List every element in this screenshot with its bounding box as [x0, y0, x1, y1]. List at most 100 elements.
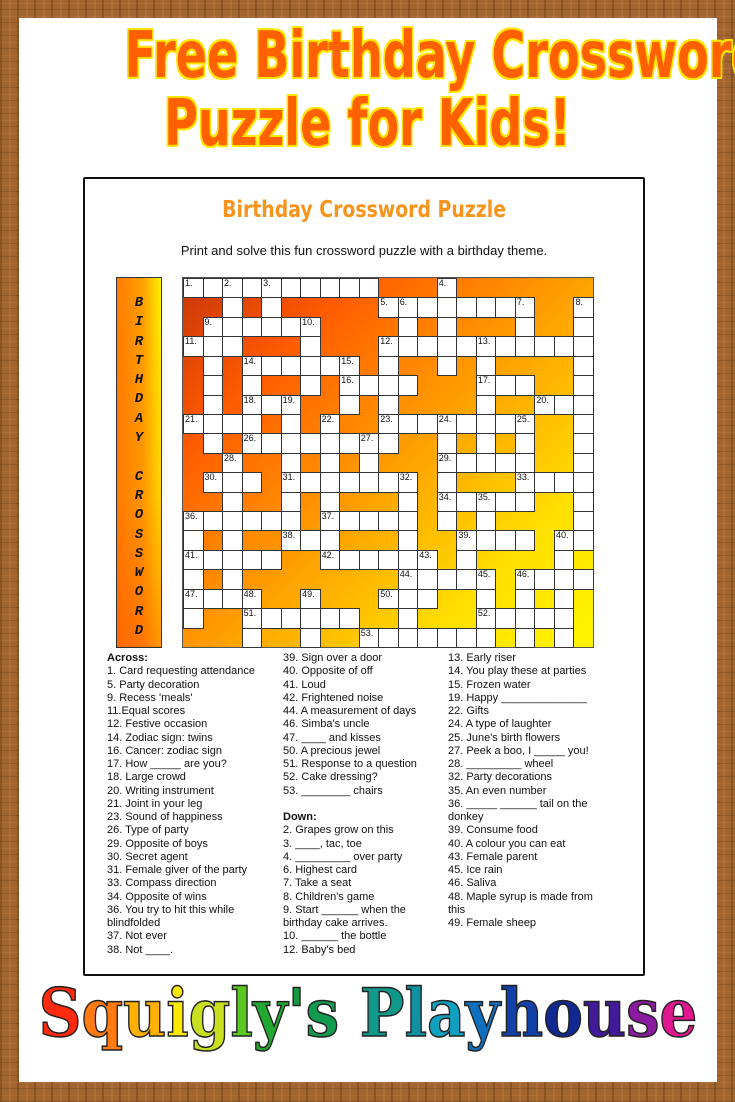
grid-cell[interactable] — [553, 627, 575, 648]
grid-cell[interactable] — [280, 452, 302, 474]
grid-cell[interactable] — [514, 375, 536, 396]
grid-cell[interactable] — [573, 433, 594, 454]
grid-cell[interactable] — [222, 491, 243, 513]
grid-cell[interactable] — [339, 433, 360, 454]
grid-cell[interactable] — [241, 511, 263, 532]
grid-cell[interactable]: 26. — [241, 433, 263, 454]
grid-cell[interactable] — [280, 491, 302, 513]
grid-cell[interactable]: 7. — [514, 297, 536, 318]
grid-cell[interactable] — [534, 472, 555, 493]
grid-cell[interactable]: 39. — [456, 530, 477, 551]
grid-cell[interactable] — [495, 336, 516, 357]
grid-cell[interactable] — [183, 569, 204, 590]
grid-cell[interactable] — [319, 530, 341, 551]
grid-cell[interactable] — [573, 316, 594, 338]
grid-cell[interactable] — [397, 336, 419, 357]
grid-cell[interactable]: 2. — [222, 278, 243, 299]
grid-cell[interactable]: 53. — [358, 627, 380, 648]
grid-cell[interactable] — [475, 627, 497, 648]
grid-cell[interactable] — [378, 375, 399, 396]
grid-cell[interactable]: 13. — [475, 336, 497, 357]
grid-cell[interactable] — [339, 278, 360, 299]
grid-cell[interactable] — [573, 511, 594, 532]
grid-cell[interactable]: 4. — [436, 278, 458, 299]
grid-cell[interactable] — [456, 491, 477, 513]
grid-cell[interactable] — [222, 588, 243, 610]
grid-cell[interactable] — [280, 413, 302, 435]
grid-cell[interactable] — [475, 530, 497, 551]
grid-cell[interactable] — [202, 413, 224, 435]
grid-cell[interactable]: 14. — [241, 355, 263, 377]
grid-cell[interactable]: 18. — [241, 394, 263, 415]
grid-cell[interactable] — [553, 608, 575, 629]
grid-cell[interactable] — [261, 316, 282, 338]
grid-cell[interactable]: 46. — [514, 569, 536, 590]
grid-cell[interactable] — [241, 278, 263, 299]
grid-cell[interactable] — [280, 511, 302, 532]
grid-cell[interactable] — [495, 608, 516, 629]
grid-cell[interactable] — [397, 413, 419, 435]
grid-cell[interactable] — [534, 608, 555, 629]
grid-cell[interactable] — [300, 472, 321, 493]
grid-cell[interactable] — [183, 608, 204, 629]
grid-cell[interactable] — [436, 569, 458, 590]
grid-cell[interactable]: 52. — [475, 608, 497, 629]
grid-cell[interactable] — [436, 472, 458, 493]
grid-cell[interactable] — [300, 608, 321, 629]
grid-cell[interactable]: 22. — [319, 413, 341, 435]
grid-cell[interactable] — [553, 549, 575, 571]
grid-cell[interactable] — [339, 549, 360, 571]
grid-cell[interactable] — [573, 472, 594, 493]
grid-cell[interactable] — [417, 336, 438, 357]
grid-cell[interactable]: 23. — [378, 413, 399, 435]
grid-cell[interactable] — [514, 530, 536, 551]
grid-cell[interactable] — [514, 588, 536, 610]
grid-cell[interactable] — [261, 549, 282, 571]
grid-cell[interactable] — [495, 491, 516, 513]
grid-cell[interactable] — [534, 569, 555, 590]
grid-cell[interactable] — [319, 433, 341, 454]
grid-cell[interactable] — [417, 413, 438, 435]
grid-cell[interactable] — [475, 355, 497, 377]
grid-cell[interactable] — [514, 433, 536, 454]
grid-cell[interactable] — [378, 472, 399, 493]
grid-cell[interactable] — [339, 394, 360, 415]
grid-cell[interactable]: 35. — [475, 491, 497, 513]
grid-cell[interactable] — [241, 375, 263, 396]
grid-cell[interactable] — [378, 549, 399, 571]
grid-cell[interactable] — [202, 278, 224, 299]
grid-cell[interactable] — [261, 297, 282, 318]
grid-cell[interactable] — [456, 549, 477, 571]
grid-cell[interactable]: 12. — [378, 336, 399, 357]
grid-cell[interactable] — [202, 336, 224, 357]
grid-cell[interactable] — [397, 608, 419, 629]
grid-cell[interactable] — [417, 588, 438, 610]
grid-cell[interactable] — [456, 627, 477, 648]
grid-cell[interactable] — [300, 375, 321, 396]
grid-cell[interactable]: 19. — [280, 394, 302, 415]
grid-cell[interactable] — [514, 452, 536, 474]
grid-cell[interactable] — [495, 413, 516, 435]
grid-cell[interactable] — [495, 375, 516, 396]
grid-cell[interactable]: 1. — [183, 278, 204, 299]
grid-cell[interactable] — [222, 569, 243, 590]
grid-cell[interactable] — [358, 549, 380, 571]
grid-cell[interactable] — [573, 375, 594, 396]
grid-cell[interactable]: 5. — [378, 297, 399, 318]
grid-cell[interactable]: 37. — [319, 511, 341, 532]
grid-cell[interactable] — [514, 336, 536, 357]
grid-cell[interactable] — [358, 278, 380, 299]
grid-cell[interactable] — [358, 452, 380, 474]
grid-cell[interactable]: 45. — [475, 569, 497, 590]
grid-cell[interactable] — [475, 511, 497, 532]
grid-cell[interactable]: 49. — [300, 588, 321, 610]
grid-cell[interactable] — [222, 472, 243, 493]
grid-cell[interactable] — [397, 627, 419, 648]
grid-cell[interactable] — [241, 472, 263, 493]
grid-cell[interactable]: 42. — [319, 549, 341, 571]
grid-cell[interactable]: 32. — [397, 472, 419, 493]
grid-cell[interactable] — [378, 511, 399, 532]
grid-cell[interactable] — [358, 375, 380, 396]
grid-cell[interactable] — [300, 433, 321, 454]
grid-cell[interactable] — [456, 413, 477, 435]
